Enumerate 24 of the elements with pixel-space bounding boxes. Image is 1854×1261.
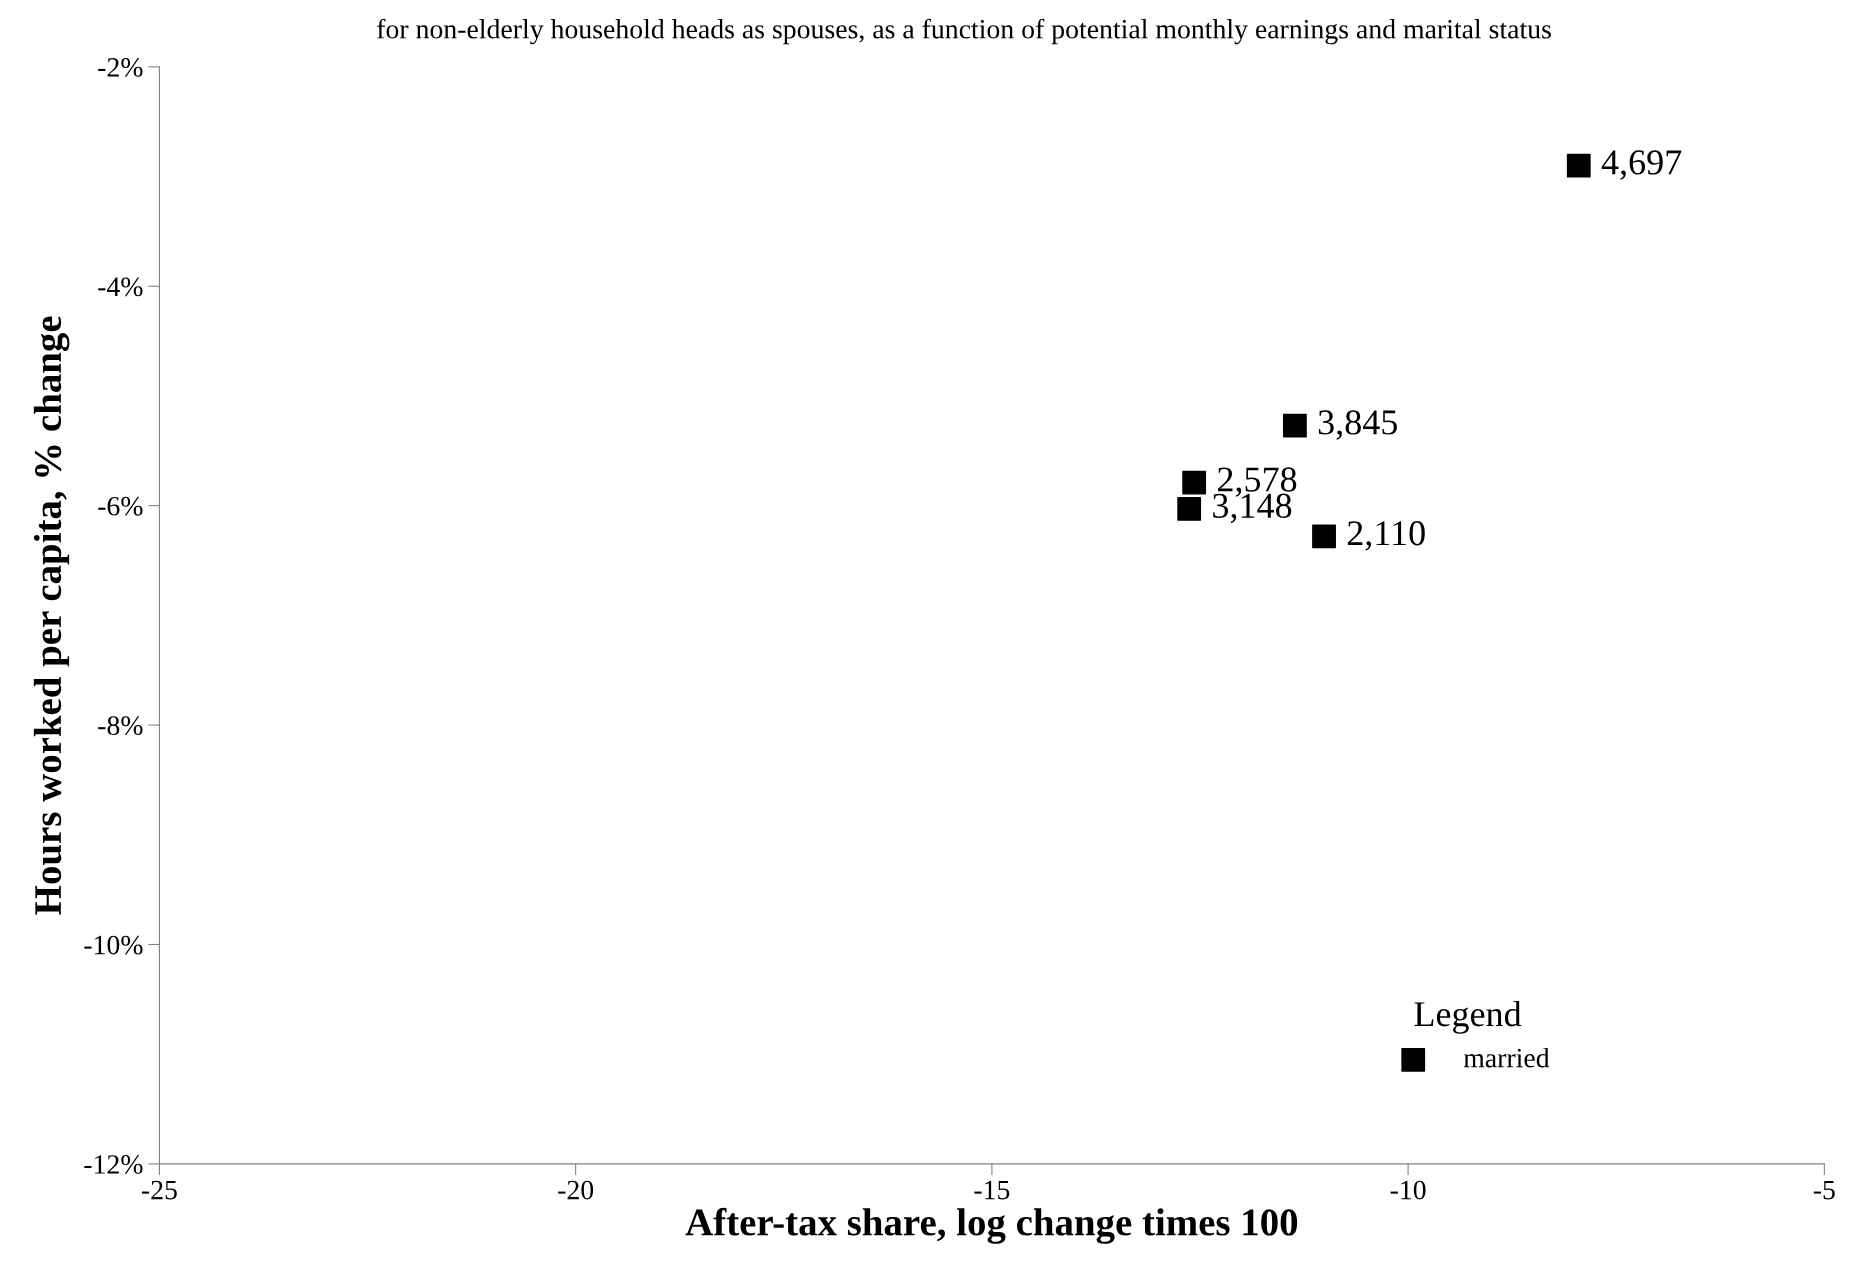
- y-tick-label: -6%: [98, 496, 143, 516]
- x-tick-label: -10: [1390, 1180, 1426, 1200]
- annotation: 4,697: [1601, 150, 1682, 180]
- chart-subtitle: for non-elderly household heads as spouses, as a function of potential monthly earnings and marital status: [377, 18, 1551, 45]
- y-tick-label: -12%: [84, 1155, 143, 1174]
- y-tick-label: -2%: [98, 58, 143, 77]
- x-tick-label: -5: [1813, 1180, 1835, 1200]
- x-tick-label: -15: [974, 1180, 1010, 1200]
- legend-label: married: [1463, 1047, 1550, 1068]
- x-tick-label: -20: [558, 1180, 594, 1200]
- y-axis-title: Hours worked per capita, % change: [33, 316, 70, 915]
- y-tick-label: -4%: [98, 277, 143, 297]
- legend-title: Legend: [1414, 1000, 1522, 1034]
- point: [1177, 497, 1202, 521]
- point: [1182, 470, 1207, 495]
- annotation: 2,110: [1347, 521, 1425, 551]
- x-axis-title: After-tax share, log change times 100: [685, 1207, 1298, 1244]
- point: [1312, 524, 1336, 549]
- x-tick-label: -25: [141, 1180, 177, 1200]
- y-tick-label: -8%: [98, 716, 143, 736]
- y-tick-label: -10%: [84, 935, 143, 955]
- point: [1566, 153, 1591, 178]
- point: [1283, 413, 1307, 438]
- annotation: 3,845: [1318, 410, 1397, 440]
